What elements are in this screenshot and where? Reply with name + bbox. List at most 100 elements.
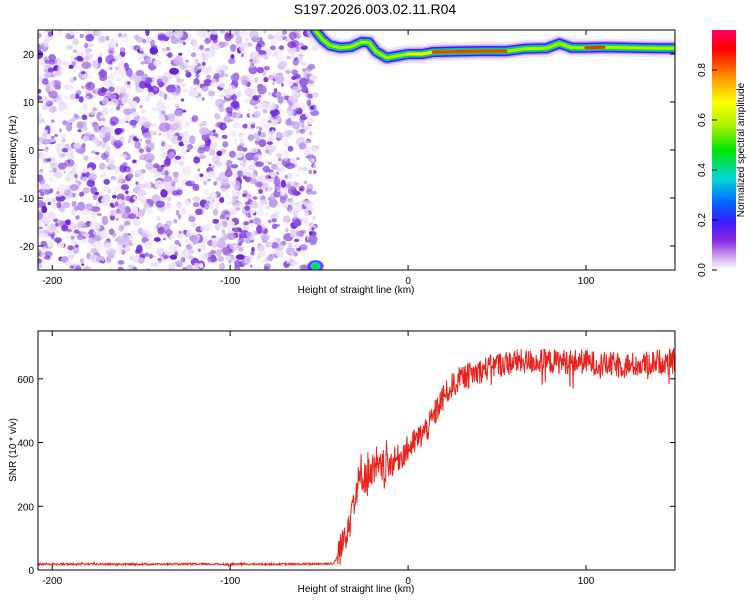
noise-speck (177, 135, 183, 141)
noise-speck (264, 159, 270, 164)
noise-speck (173, 219, 178, 224)
noise-speck (230, 101, 240, 109)
noise-speck (275, 91, 282, 98)
noise-speck (209, 198, 214, 203)
noise-speck (96, 129, 102, 134)
noise-speck (87, 237, 95, 244)
noise-speck (208, 193, 215, 197)
noise-speck (293, 101, 300, 109)
colorbar-tick-label: 0.4 (697, 163, 708, 177)
noise-speck (212, 208, 219, 216)
noise-speck (230, 73, 240, 82)
noise-speck (241, 53, 244, 57)
noise-speck (269, 171, 278, 178)
noise-speck (185, 71, 192, 78)
noise-speck (182, 130, 190, 140)
noise-speck (109, 107, 115, 111)
colorbar-tick-label: 0.6 (697, 113, 708, 127)
noise-speck (181, 83, 186, 87)
noise-speck (183, 61, 189, 67)
noise-speck (302, 217, 310, 225)
noise-speck (195, 73, 200, 79)
spectrogram-ridge (306, 30, 675, 270)
noise-speck (48, 106, 57, 113)
noise-speck (175, 209, 180, 216)
noise-speck (41, 78, 49, 85)
noise-speck (273, 88, 278, 93)
noise-speck (145, 36, 153, 43)
noise-speck (48, 59, 55, 65)
noise-speck (72, 37, 79, 46)
noise-speck (163, 182, 171, 192)
noise-speck (220, 179, 229, 187)
noise-speck (295, 47, 300, 52)
noise-speck (155, 200, 165, 208)
noise-speck (60, 103, 69, 110)
noise-speck (123, 108, 133, 115)
noise-speck (260, 199, 268, 205)
noise-speck (145, 162, 154, 170)
noise-speck (231, 111, 237, 118)
noise-speck (215, 100, 221, 105)
noise-speck (48, 90, 58, 99)
noise-speck (276, 189, 280, 193)
noise-speck (124, 114, 132, 122)
noise-speck (242, 175, 247, 180)
noise-speck (53, 171, 63, 179)
noise-speck (173, 30, 184, 39)
noise-speck (139, 80, 147, 89)
noise-speck (278, 167, 285, 172)
noise-speck (174, 159, 178, 163)
noise-speck (290, 202, 296, 206)
noise-speck (132, 136, 138, 142)
noise-speck (259, 37, 263, 41)
noise-speck (260, 117, 266, 124)
noise-speck (69, 31, 75, 36)
noise-speck (285, 162, 295, 169)
noise-speck (287, 242, 293, 248)
noise-speck (159, 90, 165, 98)
noise-speck (219, 197, 225, 203)
noise-speck (291, 54, 295, 58)
noise-speck (150, 131, 155, 136)
noise-speck (108, 93, 117, 100)
noise-speck (236, 170, 244, 178)
noise-speck (181, 147, 188, 155)
noise-speck (207, 90, 216, 97)
spectrogram-xtick-label: 0 (405, 276, 411, 287)
noise-speck (95, 151, 100, 155)
noise-speck (45, 198, 52, 204)
noise-speck (194, 84, 198, 87)
noise-speck (262, 70, 267, 77)
noise-speck (271, 218, 277, 223)
colorbar-tick-label: 0.2 (697, 213, 708, 227)
noise-speck (42, 148, 49, 152)
noise-speck (266, 141, 273, 146)
noise-speck (223, 41, 229, 47)
noise-speck (296, 173, 300, 178)
noise-speck (142, 39, 147, 44)
noise-speck (234, 138, 238, 143)
noise-speck (257, 130, 262, 136)
noise-speck (224, 169, 233, 178)
noise-speck (256, 224, 263, 234)
noise-speck (108, 253, 115, 259)
noise-speck (69, 184, 79, 191)
noise-speck (71, 200, 77, 207)
noise-speck (41, 233, 48, 238)
noise-speck (91, 150, 96, 154)
noise-speck (229, 130, 237, 137)
noise-speck (250, 173, 257, 180)
noise-speck (184, 121, 191, 127)
noise-speck (38, 152, 45, 159)
noise-speck (66, 123, 73, 132)
noise-speck (234, 259, 241, 268)
noise-speck (285, 138, 289, 142)
noise-speck (133, 45, 141, 51)
noise-speck (169, 243, 178, 253)
noise-speck (116, 104, 121, 109)
noise-speck (109, 214, 116, 221)
noise-speck (89, 254, 96, 261)
noise-speck (172, 171, 179, 178)
